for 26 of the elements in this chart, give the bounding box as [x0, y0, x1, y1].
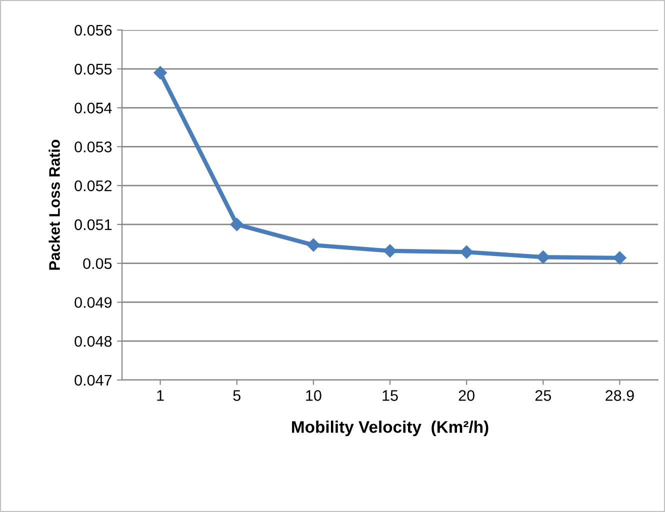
- y-tick-label: 0.056: [74, 24, 112, 36]
- y-tick-label: 0.048: [74, 336, 112, 347]
- x-tick-label: 1: [157, 390, 164, 401]
- y-tick-label: 0.051: [74, 219, 112, 230]
- y-tick-label: 0.05: [83, 258, 112, 270]
- y-tick-label: 0.054: [74, 102, 112, 114]
- y-tick-label: 0.049: [74, 297, 112, 308]
- y-tick-label: 0.053: [74, 142, 112, 152]
- point: [613, 251, 626, 264]
- x-tick-label: 25: [535, 390, 551, 401]
- y-tick-label: 0.055: [74, 64, 112, 75]
- point: [306, 238, 320, 252]
- x-tick-label: 28.9: [606, 390, 634, 401]
- y-axis-title: Packet Loss Ratio: [48, 140, 60, 270]
- y-tick-label: 0.052: [74, 180, 112, 192]
- x-tick-label: 15: [382, 390, 398, 401]
- y-tick-label: 0.047: [74, 374, 112, 386]
- point: [230, 218, 244, 232]
- x-axis-title: Mobility Velocity (Km²/h): [292, 420, 488, 436]
- point: [383, 244, 397, 258]
- x-tick-label: 10: [306, 390, 322, 401]
- point: [154, 66, 167, 80]
- point: [536, 250, 550, 264]
- x-tick-label: 5: [233, 390, 240, 401]
- point: [460, 245, 474, 259]
- x-tick-label: 20: [458, 390, 474, 401]
